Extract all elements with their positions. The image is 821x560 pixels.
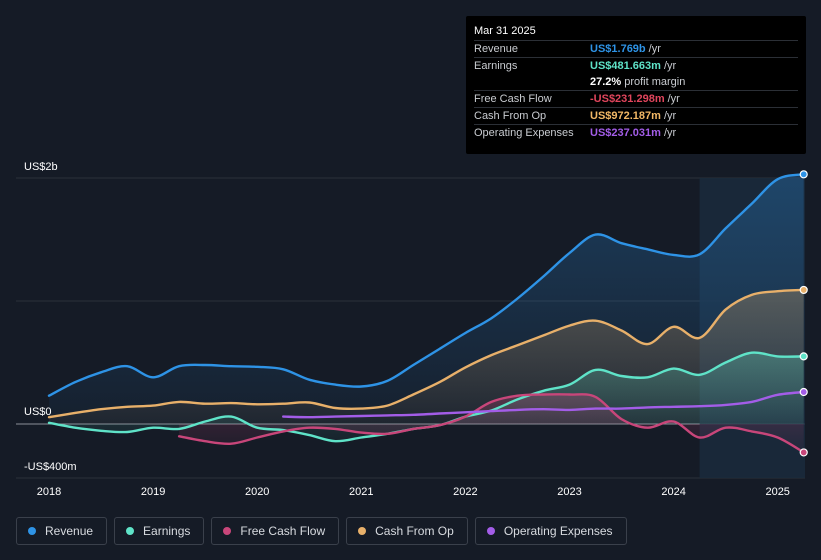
legend-dot-icon xyxy=(126,527,135,535)
series-end-marker-operating-expenses xyxy=(799,387,808,397)
tooltip-date: Mar 31 2025 xyxy=(474,25,536,37)
tooltip-row-unit: /yr xyxy=(663,127,677,139)
y-tick-label: US$2b xyxy=(24,161,58,173)
tooltip-row: Revenue US$1.769b/yr xyxy=(474,40,798,57)
tooltip-row-unit: /yr xyxy=(648,43,661,55)
legend-dot-icon xyxy=(28,527,36,535)
tooltip-row: 27.2% profit margin xyxy=(474,74,798,90)
tooltip-row-label: Revenue xyxy=(474,43,519,55)
tooltip-row-label: Free Cash Flow xyxy=(474,93,552,105)
legend-item-earnings[interactable]: Earnings xyxy=(114,517,205,545)
tooltip-row-value: 27.2% xyxy=(590,76,622,88)
legend-item-operating-expenses[interactable]: Operating Expenses xyxy=(474,517,627,545)
y-tick-label: US$0 xyxy=(24,406,52,418)
legend-dot-icon xyxy=(486,527,495,535)
legend: Revenue Earnings Free Cash Flow Cash From O… xyxy=(16,517,627,545)
tooltip-row-unit: /yr xyxy=(663,110,677,122)
legend-dot-icon xyxy=(358,527,367,535)
tooltip-row-unit: /yr xyxy=(663,60,677,72)
series-end-marker-cash-from-op xyxy=(799,285,808,295)
tooltip-row-value: US$481.663m xyxy=(590,60,661,72)
legend-dot-icon xyxy=(223,527,232,535)
x-tick-label: 2022 xyxy=(453,486,477,498)
legend-label: Operating Expenses xyxy=(503,524,613,538)
legend-label: Earnings xyxy=(143,524,191,538)
tooltip-row-label: Operating Expenses xyxy=(474,127,574,139)
x-tick-label: 2019 xyxy=(141,486,165,498)
tooltip-row-value: US$237.031m xyxy=(590,127,661,139)
tooltip-row: Earnings US$481.663m/yr xyxy=(474,57,798,74)
series-area-free-cash-flow xyxy=(179,394,804,453)
tooltip-row-value: -US$231.298m xyxy=(590,93,665,105)
tooltip-row-value: US$1.769b xyxy=(590,43,646,55)
tooltip-row-label: Cash From Op xyxy=(474,110,547,122)
series-line-revenue xyxy=(47,173,805,397)
x-tick-label: 2020 xyxy=(245,486,269,498)
legend-label: Revenue xyxy=(45,524,94,538)
x-tick-label: 2025 xyxy=(765,486,789,498)
tooltip-row: Free Cash Flow -US$231.298m/yr xyxy=(474,90,798,107)
tooltip-row-label: Earnings xyxy=(474,60,518,72)
tooltip-row-unit: /yr xyxy=(667,93,680,105)
legend-item-revenue[interactable]: Revenue xyxy=(16,517,108,545)
tooltip-row-unit: profit margin xyxy=(624,76,686,88)
series-end-marker-free-cash-flow xyxy=(799,448,808,457)
legend-label: Cash From Op xyxy=(375,524,454,538)
series-line-free-cash-flow xyxy=(177,393,805,454)
series-end-marker-earnings xyxy=(799,352,808,361)
x-tick-label: 2018 xyxy=(37,486,61,498)
series-line-cash-from-op xyxy=(47,288,805,419)
legend-item-free-cash-flow[interactable]: Free Cash Flow xyxy=(211,517,340,545)
x-tick-label: 2023 xyxy=(557,486,581,498)
tooltip-row-value: US$972.187m xyxy=(590,110,661,122)
x-tick-label: 2021 xyxy=(349,486,373,498)
tooltip-panel: Mar 31 2025 Revenue US$1.769b/yr Earnings U… xyxy=(466,16,806,154)
legend-label: Free Cash Flow xyxy=(240,524,326,538)
tooltip-row: Cash From Op US$972.187m/yr xyxy=(474,107,798,124)
series-line-operating-expenses xyxy=(282,390,805,419)
tooltip-row: Operating Expenses US$237.031m/yr xyxy=(474,124,798,141)
y-tick-label: -US$400m xyxy=(24,461,77,473)
x-tick-label: 2024 xyxy=(661,486,685,498)
legend-item-cash-from-op[interactable]: Cash From Op xyxy=(346,517,468,545)
series-end-marker-revenue xyxy=(799,170,808,179)
